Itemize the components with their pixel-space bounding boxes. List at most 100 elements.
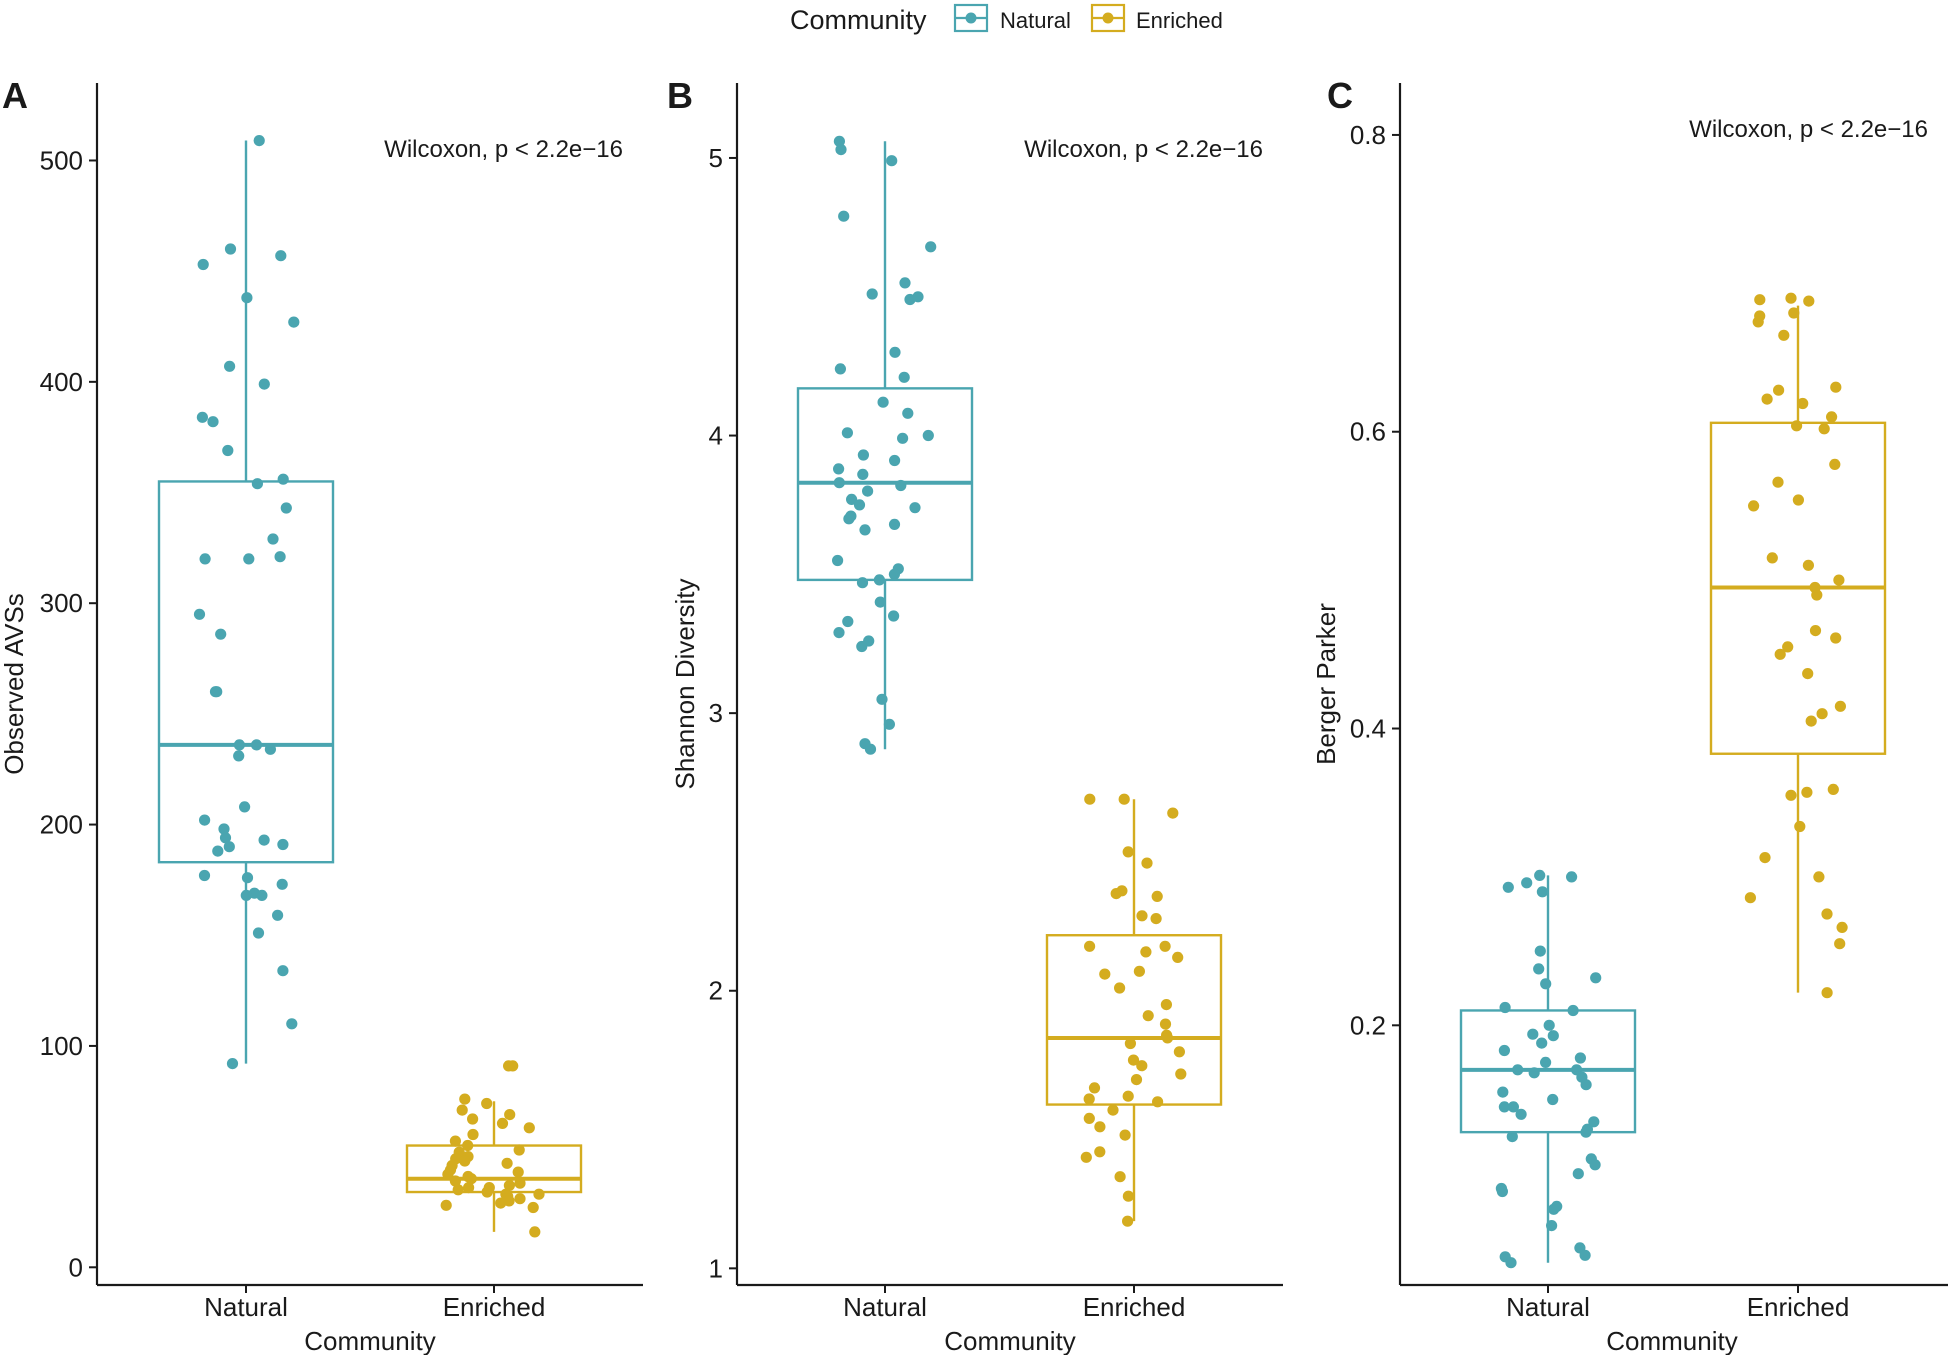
panel-b-data-points	[832, 135, 1187, 1227]
data-point-enriched	[449, 1135, 461, 1147]
data-point-enriched	[1124, 1037, 1136, 1050]
data-point-natural	[888, 518, 901, 531]
data-point-enriched	[1827, 783, 1839, 796]
data-point-enriched	[503, 1179, 515, 1191]
data-point-natural	[859, 524, 871, 536]
data-point-enriched	[1805, 715, 1817, 727]
data-point-natural	[1572, 1168, 1584, 1180]
data-point-enriched	[1766, 552, 1778, 564]
data-point-enriched	[1782, 641, 1794, 653]
data-point-natural	[853, 499, 866, 511]
data-point-enriched	[452, 1184, 464, 1196]
data-point-natural	[1521, 877, 1533, 889]
data-point-natural	[888, 610, 900, 622]
data-point-natural	[1506, 1131, 1518, 1143]
data-point-natural	[251, 478, 263, 490]
data-point-enriched	[1122, 1090, 1134, 1102]
data-point-enriched	[1830, 632, 1842, 644]
panel-a-x-tick-label-enriched: Enriched	[443, 1292, 546, 1322]
data-point-natural	[1579, 1249, 1591, 1261]
data-point-enriched	[1130, 1074, 1143, 1086]
data-point-enriched	[503, 1195, 515, 1207]
data-point-natural	[222, 444, 234, 457]
data-point-enriched	[1752, 316, 1764, 328]
data-point-enriched	[1159, 1018, 1172, 1030]
data-point-natural	[1497, 1086, 1509, 1098]
data-point-enriched	[1122, 846, 1134, 858]
data-point-enriched	[1118, 793, 1130, 805]
legend-label-natural: Natural	[1000, 8, 1071, 33]
panel-b-y-tick-label: 2	[709, 976, 723, 1006]
data-point-natural	[866, 288, 878, 300]
data-point-natural	[258, 834, 270, 846]
data-point-natural	[898, 371, 910, 383]
panel-c: C 0.2 0.4 0.6 0.8 Natural Enriched Communit…	[1311, 75, 1948, 1355]
panel-letter-b: B	[667, 75, 693, 116]
data-point-natural	[218, 823, 230, 835]
data-point-enriched	[1107, 1104, 1119, 1116]
data-point-natural	[241, 872, 254, 884]
data-point-enriched	[1088, 1082, 1101, 1094]
panel-c-y-tick-label: 0.6	[1350, 417, 1386, 447]
data-point-enriched	[1094, 1121, 1106, 1133]
data-point-natural	[888, 568, 901, 580]
data-point-natural	[1527, 1028, 1539, 1040]
data-point-enriched	[1836, 921, 1848, 934]
data-point-enriched	[1136, 1060, 1148, 1072]
data-point-natural	[1589, 1159, 1601, 1171]
data-point-natural	[277, 473, 289, 485]
data-point-enriched	[1833, 574, 1845, 586]
data-point-enriched	[529, 1226, 541, 1238]
data-point-enriched	[512, 1166, 524, 1178]
data-point-natural	[288, 316, 300, 328]
data-point-enriched	[1114, 1171, 1126, 1183]
data-point-enriched	[1084, 940, 1096, 952]
panel-b-y-tick-label: 1	[709, 1253, 723, 1283]
data-point-natural	[277, 965, 289, 977]
data-point-enriched	[459, 1155, 471, 1167]
data-point-natural	[883, 718, 896, 730]
panel-a-data-points	[193, 135, 545, 1238]
data-point-enriched	[1160, 999, 1172, 1011]
data-point-enriched	[440, 1199, 452, 1211]
data-point-natural	[1574, 1052, 1586, 1064]
data-point-natural	[925, 241, 937, 253]
data-point-enriched	[513, 1144, 525, 1156]
data-point-natural	[1507, 1101, 1519, 1113]
panel-a-test-annotation: Wilcoxon, p < 2.2e−16	[384, 136, 623, 163]
data-point-enriched	[1159, 940, 1171, 952]
panel-c-x-tick-label-natural: Natural	[1506, 1292, 1590, 1322]
panel-c-y-ticks: 0.2 0.4 0.6 0.8	[1350, 120, 1400, 1040]
data-point-natural	[277, 838, 289, 851]
panel-a-y-axis-title: Observed AVSs	[0, 593, 29, 775]
data-point-natural	[899, 277, 911, 289]
data-point-natural	[275, 250, 287, 262]
panel-a-y-tick-label: 100	[40, 1031, 83, 1061]
data-point-natural	[846, 493, 858, 505]
data-point-natural	[219, 832, 232, 844]
data-point-natural	[856, 640, 868, 653]
data-point-enriched	[467, 1113, 479, 1125]
data-point-enriched	[1099, 968, 1111, 980]
data-point-enriched	[523, 1122, 535, 1134]
legend-label-enriched: Enriched	[1136, 8, 1223, 33]
data-point-natural	[1588, 1116, 1600, 1128]
data-point-natural	[212, 845, 224, 857]
data-point-enriched	[1802, 668, 1814, 680]
data-point-natural	[1547, 1093, 1559, 1106]
data-point-natural	[252, 927, 265, 939]
panel-c-x-tick-label-enriched: Enriched	[1747, 1292, 1850, 1322]
legend-key-natural	[953, 3, 989, 33]
data-point-natural	[1590, 972, 1602, 984]
data-point-enriched	[1122, 1190, 1134, 1202]
panel-c-x-axis-title: Community	[1606, 1326, 1737, 1355]
data-point-natural	[835, 144, 847, 156]
data-point-natural	[196, 411, 208, 423]
data-point-enriched	[1774, 648, 1786, 660]
panel-b-boxes	[796, 141, 1223, 1222]
data-point-natural	[1536, 1037, 1548, 1049]
data-point-enriched	[1816, 708, 1828, 720]
data-point-natural	[889, 454, 901, 467]
data-point-enriched	[1818, 423, 1830, 435]
panel-c-data-points	[1495, 292, 1848, 1269]
